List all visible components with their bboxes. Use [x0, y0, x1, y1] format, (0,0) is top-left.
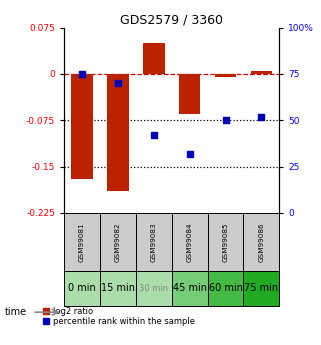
Point: [259, 114, 264, 119]
Bar: [251, 71, 272, 74]
Bar: [172, 213, 208, 271]
Bar: [100, 271, 136, 306]
Text: 30 min: 30 min: [139, 284, 169, 293]
Text: GSM99081: GSM99081: [79, 222, 85, 262]
Text: 75 min: 75 min: [244, 283, 278, 293]
Text: GSM99084: GSM99084: [187, 222, 193, 262]
Point: [116, 80, 121, 86]
Text: 0 min: 0 min: [68, 283, 96, 293]
Bar: [136, 213, 172, 271]
Bar: [64, 271, 100, 306]
Text: GSM99085: GSM99085: [222, 222, 229, 262]
Bar: [208, 213, 243, 271]
Bar: [71, 74, 93, 179]
Text: GSM99082: GSM99082: [115, 222, 121, 262]
Bar: [243, 213, 279, 271]
Point: [80, 71, 85, 77]
Bar: [179, 74, 200, 114]
Legend: log2 ratio, percentile rank within the sample: log2 ratio, percentile rank within the s…: [43, 307, 195, 326]
Text: 45 min: 45 min: [173, 283, 207, 293]
Text: 15 min: 15 min: [101, 283, 135, 293]
Point: [187, 151, 192, 156]
Bar: [100, 213, 136, 271]
Text: GSM99083: GSM99083: [151, 222, 157, 262]
Point: [151, 132, 156, 138]
Bar: [143, 43, 165, 74]
Bar: [208, 271, 243, 306]
Bar: [172, 271, 208, 306]
Text: GSM99086: GSM99086: [258, 222, 265, 262]
Bar: [243, 271, 279, 306]
Text: 60 min: 60 min: [209, 283, 242, 293]
Text: time: time: [5, 307, 27, 317]
Bar: [107, 74, 129, 191]
Title: GDS2579 / 3360: GDS2579 / 3360: [120, 13, 223, 27]
Bar: [136, 271, 172, 306]
Bar: [215, 74, 236, 77]
Bar: [64, 213, 100, 271]
Point: [223, 118, 228, 123]
